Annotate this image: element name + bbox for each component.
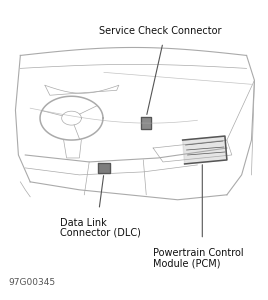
Text: Module (PCM): Module (PCM) <box>153 259 221 269</box>
Text: Powertrain Control: Powertrain Control <box>153 248 244 257</box>
Polygon shape <box>183 136 227 164</box>
Polygon shape <box>98 163 110 173</box>
Text: Service Check Connector: Service Check Connector <box>99 26 222 35</box>
Text: 97G00345: 97G00345 <box>9 278 56 287</box>
Text: Connector (DLC): Connector (DLC) <box>60 228 141 238</box>
Polygon shape <box>141 117 151 129</box>
Text: Data Link: Data Link <box>60 218 106 228</box>
